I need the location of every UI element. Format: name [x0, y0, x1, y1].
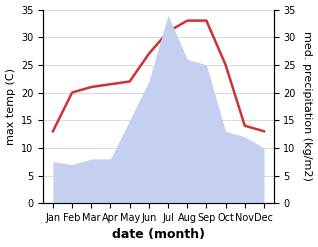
Y-axis label: med. precipitation (kg/m2): med. precipitation (kg/m2) — [302, 31, 313, 181]
X-axis label: date (month): date (month) — [112, 228, 205, 242]
Y-axis label: max temp (C): max temp (C) — [5, 68, 16, 145]
